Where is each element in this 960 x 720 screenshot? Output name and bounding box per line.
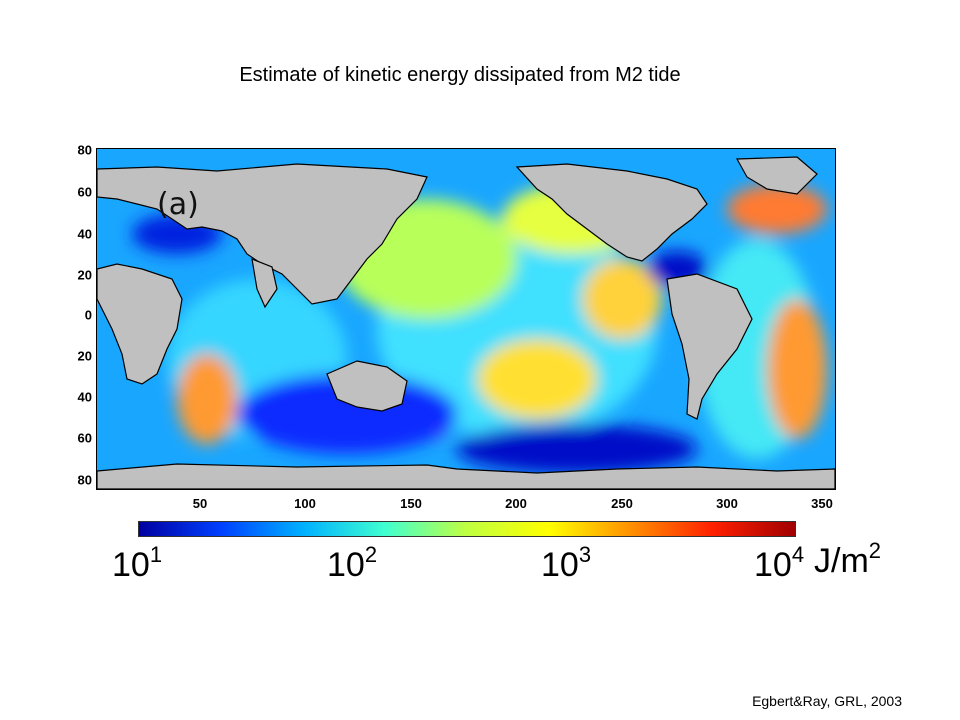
ocean-deep-blue-zone <box>457 424 697 474</box>
colorbar-label-4: 104 <box>754 542 805 584</box>
map-canvas <box>97 149 835 489</box>
y-tick: 60 <box>77 184 92 200</box>
y-tick: 40 <box>77 226 92 242</box>
colorbar-label-3: 103 <box>541 542 592 584</box>
chart-title: Estimate of kinetic energy dissipated fr… <box>239 64 681 86</box>
colorbar-label-2: 102 <box>327 542 378 584</box>
land-antarctica <box>97 463 835 489</box>
land-eurasia <box>97 163 428 305</box>
map-plot-area: (a) <box>96 148 836 490</box>
ocean-orange-zone <box>177 354 237 444</box>
x-tick: 50 <box>192 496 208 511</box>
x-tick: 150 <box>400 496 422 511</box>
land-greenland <box>735 156 818 195</box>
ocean-orange-zone <box>767 299 827 439</box>
land-masses <box>97 156 835 489</box>
land-africa <box>97 263 183 385</box>
land-australia <box>326 360 408 412</box>
y-tick: 80 <box>77 472 92 488</box>
land-south-america <box>666 273 753 420</box>
y-tick: 20 <box>77 348 92 364</box>
land-north-america <box>515 163 708 262</box>
colorbar <box>138 521 796 537</box>
y-tick: 60 <box>77 430 92 446</box>
y-tick: 40 <box>77 389 92 405</box>
source-credit: Egbert&Ray, GRL, 2003 <box>752 693 902 709</box>
y-tick: 20 <box>77 267 92 283</box>
x-tick: 250 <box>611 496 633 511</box>
x-tick: 200 <box>505 496 527 511</box>
x-tick: 100 <box>294 496 316 511</box>
y-tick: 80 <box>77 142 92 158</box>
x-tick: 300 <box>716 496 738 511</box>
map-panel: 80 60 40 20 0 20 40 60 80 <box>60 138 850 518</box>
ocean-yellow-zone <box>582 259 662 339</box>
colorbar-units: J/m2 <box>814 538 882 580</box>
colorbar-label-1: 101 <box>112 542 163 584</box>
ocean-orange-zone <box>727 184 827 234</box>
x-tick: 350 <box>811 496 833 511</box>
y-tick: 0 <box>84 307 92 323</box>
land-india <box>251 258 278 309</box>
panel-label: (a) <box>157 187 199 222</box>
ocean-yellow-zone <box>477 339 597 419</box>
